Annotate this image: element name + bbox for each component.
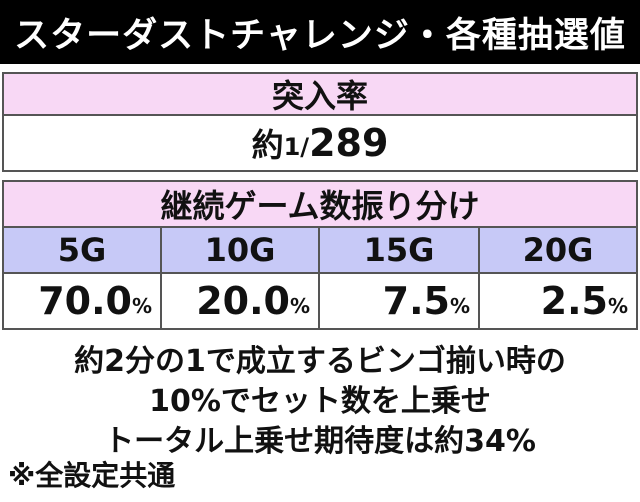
percent-cell-20g: 2.5 % bbox=[478, 272, 638, 330]
entry-rate-denominator: 289 bbox=[309, 121, 389, 165]
distribution-header: 継続ゲーム数振り分け bbox=[2, 180, 638, 228]
percent-cell-15g: 7.5 % bbox=[318, 272, 480, 330]
column-label: 15G bbox=[363, 231, 435, 269]
percent-value: 70.0 bbox=[38, 279, 132, 323]
percent-value: 7.5 bbox=[382, 279, 450, 323]
column-label: 10G bbox=[204, 231, 276, 269]
column-header-5g: 5G bbox=[2, 226, 162, 274]
percent-unit: % bbox=[289, 294, 310, 318]
percent-cell-10g: 20.0 % bbox=[160, 272, 320, 330]
column-header-20g: 20G bbox=[478, 226, 638, 274]
footnote: ※全設定共通 bbox=[8, 459, 176, 492]
distribution-header-label: 継続ゲーム数振り分け bbox=[160, 187, 480, 225]
page-title: スターダストチャレンジ・各種抽選値 bbox=[0, 0, 640, 64]
entry-rate-numerator: 1/ bbox=[283, 133, 310, 161]
percent-unit: % bbox=[131, 294, 152, 318]
percent-cell-5g: 70.0 % bbox=[2, 272, 162, 330]
percent-unit: % bbox=[449, 294, 470, 318]
column-header-15g: 15G bbox=[318, 226, 480, 274]
column-label: 20G bbox=[522, 231, 594, 269]
column-header-10g: 10G bbox=[160, 226, 320, 274]
note-line-1: 約2分の1で成立するビンゴ揃い時の bbox=[74, 344, 566, 379]
column-label: 5G bbox=[57, 231, 107, 269]
entry-rate-header: 突入率 bbox=[2, 72, 638, 116]
note-line-2: 10%でセット数を上乗せ bbox=[149, 384, 491, 419]
percent-unit: % bbox=[607, 294, 628, 318]
entry-rate-prefix: 約 bbox=[251, 126, 284, 164]
entry-rate-value: 約 1/ 289 bbox=[2, 114, 638, 172]
percent-value: 20.0 bbox=[196, 279, 290, 323]
note-line-3: トータル上乗せ期待度は約34% bbox=[104, 424, 536, 459]
entry-rate-header-label: 突入率 bbox=[271, 77, 368, 115]
percent-value: 2.5 bbox=[540, 279, 608, 323]
